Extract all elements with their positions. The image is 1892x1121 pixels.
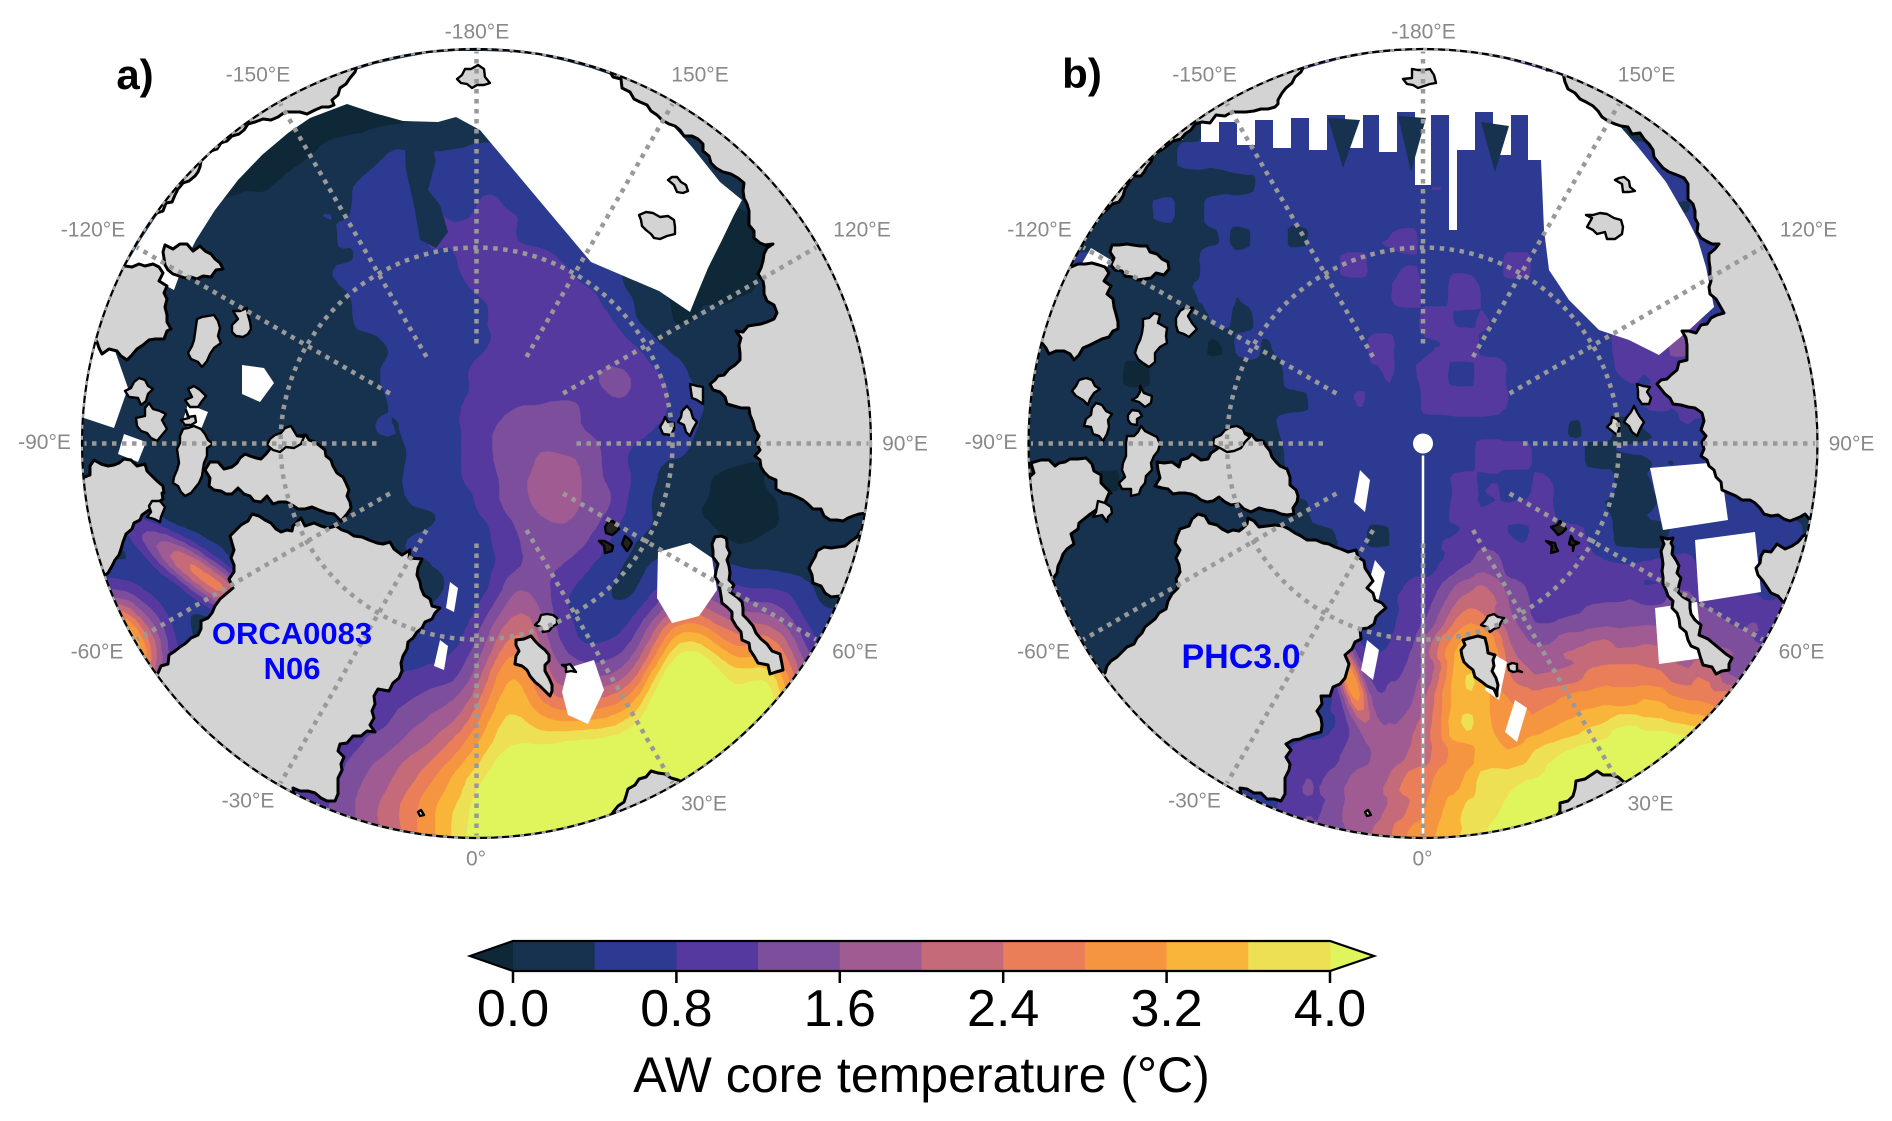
svg-text:-150°E: -150°E <box>226 64 290 87</box>
svg-text:-60°E: -60°E <box>71 641 124 664</box>
svg-text:0°: 0° <box>1412 848 1432 871</box>
svg-text:0.8: 0.8 <box>640 980 712 1038</box>
svg-text:-90°E: -90°E <box>965 431 1018 454</box>
svg-text:30°E: 30°E <box>681 793 727 816</box>
svg-text:4.0: 4.0 <box>1294 980 1366 1038</box>
svg-text:-150°E: -150°E <box>1172 64 1236 87</box>
svg-text:150°E: 150°E <box>671 64 728 87</box>
svg-text:ORCA0083: ORCA0083 <box>212 616 372 651</box>
svg-text:b): b) <box>1062 50 1102 97</box>
svg-text:60°E: 60°E <box>1779 641 1825 664</box>
svg-text:0°: 0° <box>466 848 486 871</box>
svg-text:-180°E: -180°E <box>445 21 509 44</box>
svg-text:120°E: 120°E <box>833 219 890 242</box>
svg-text:AW core temperature (°C): AW core temperature (°C) <box>633 1047 1210 1103</box>
svg-text:30°E: 30°E <box>1628 793 1674 816</box>
svg-text:PHC3.0: PHC3.0 <box>1181 638 1300 676</box>
svg-text:-60°E: -60°E <box>1017 641 1070 664</box>
svg-text:-30°E: -30°E <box>222 790 275 813</box>
svg-text:120°E: 120°E <box>1780 219 1837 242</box>
svg-text:a): a) <box>116 51 153 98</box>
svg-text:-120°E: -120°E <box>61 219 125 242</box>
svg-text:1.6: 1.6 <box>804 980 876 1038</box>
svg-text:3.2: 3.2 <box>1130 980 1202 1038</box>
svg-text:90°E: 90°E <box>882 433 928 456</box>
svg-text:150°E: 150°E <box>1618 64 1675 87</box>
svg-text:60°E: 60°E <box>832 641 878 664</box>
svg-text:2.4: 2.4 <box>967 980 1039 1038</box>
svg-text:-120°E: -120°E <box>1007 219 1071 242</box>
svg-text:N06: N06 <box>264 651 321 686</box>
svg-text:90°E: 90°E <box>1829 433 1875 456</box>
svg-text:-90°E: -90°E <box>18 431 71 454</box>
svg-text:0.0: 0.0 <box>477 980 549 1038</box>
svg-text:-180°E: -180°E <box>1391 21 1455 44</box>
svg-text:-30°E: -30°E <box>1168 790 1221 813</box>
